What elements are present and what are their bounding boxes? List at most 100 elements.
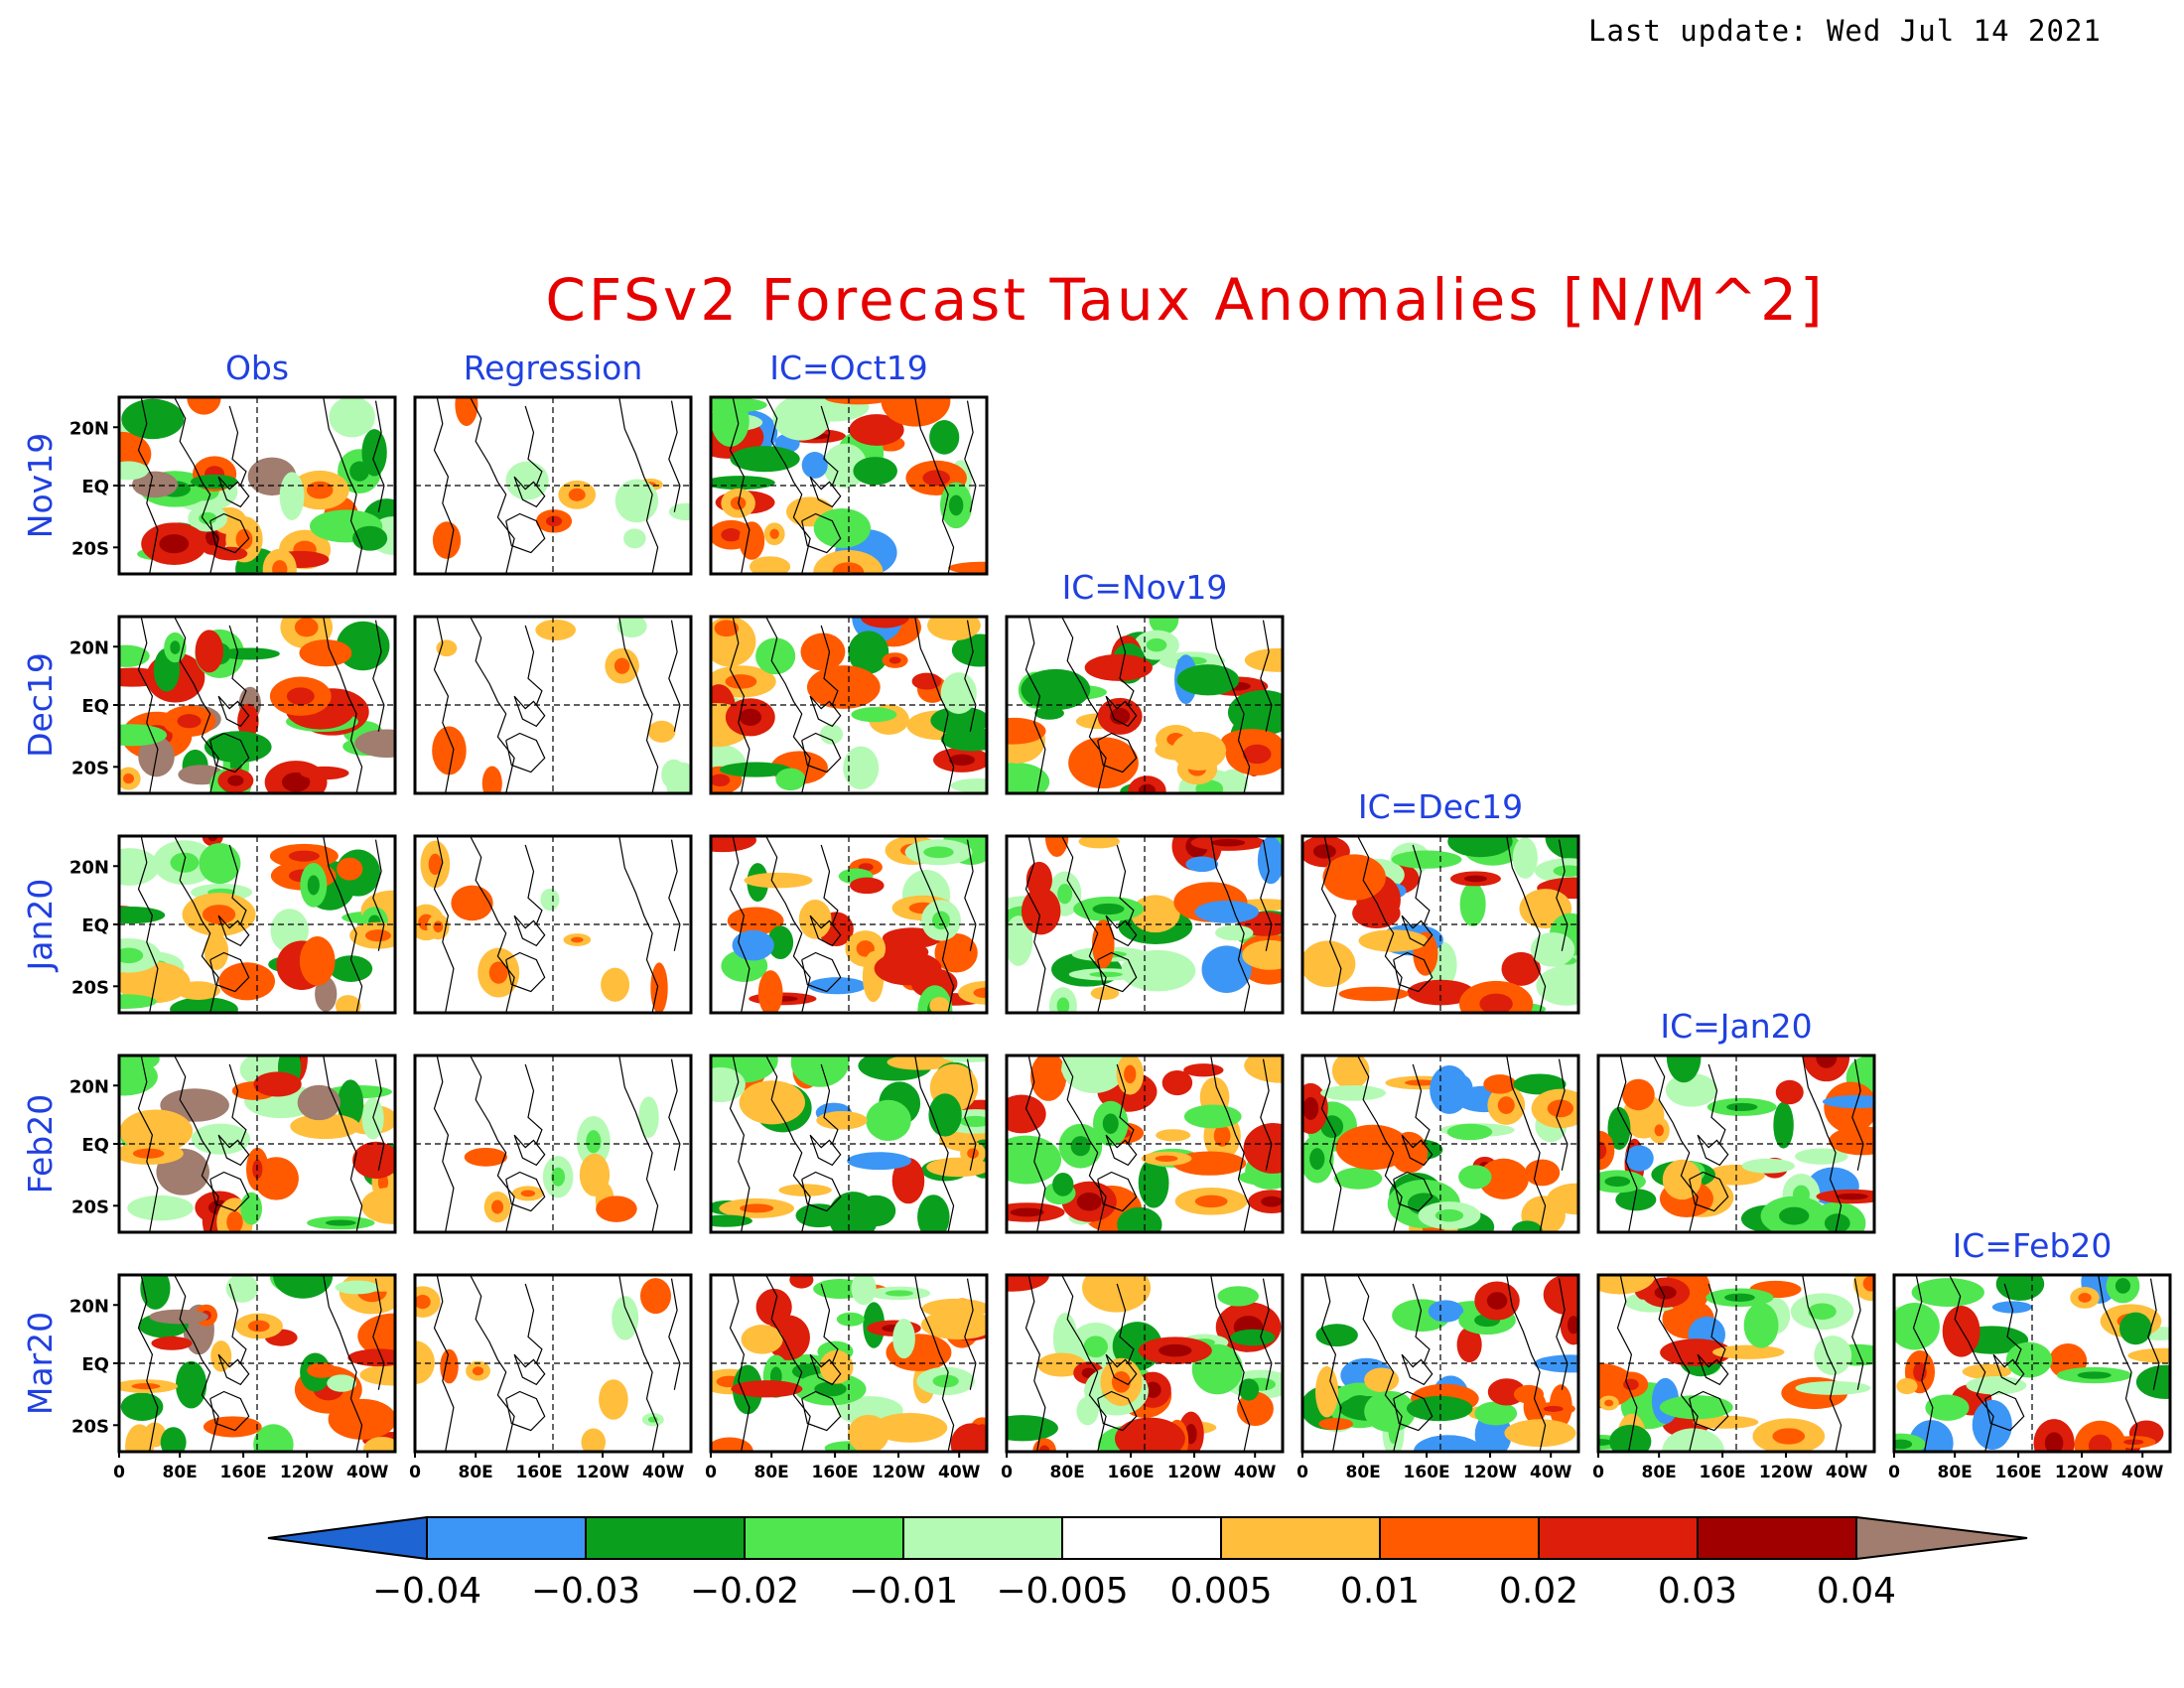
- anomaly-region: [1364, 1367, 1400, 1393]
- anomaly-region: [481, 766, 502, 793]
- colorbar-bin: [1538, 1516, 1699, 1560]
- coastline: [729, 397, 751, 574]
- anomaly-region: [929, 420, 960, 455]
- lon-tick-label: 40W: [346, 1463, 389, 1482]
- anomaly-region: [929, 997, 950, 1013]
- anomaly-region: [1352, 898, 1401, 929]
- lon-tick-label: 40W: [938, 1463, 981, 1482]
- anomaly-region: [772, 397, 831, 441]
- coastline: [820, 1283, 839, 1364]
- anomaly-region: [415, 1340, 435, 1384]
- coastline: [1097, 1390, 1138, 1432]
- coastline: [217, 1353, 250, 1386]
- anomaly-region: [1536, 965, 1578, 1006]
- anomaly-region: [1007, 717, 1046, 745]
- coastline: [217, 476, 250, 508]
- anomaly-region: [1115, 1417, 1185, 1452]
- anomaly-region: [1364, 1390, 1416, 1433]
- coastline: [1556, 1278, 1569, 1390]
- anomaly-region: [744, 872, 813, 889]
- anomaly-region: [1007, 1275, 1049, 1292]
- map-panel: [709, 615, 989, 795]
- column-label: Obs: [225, 349, 289, 387]
- panel-frame: [413, 395, 693, 576]
- anomaly-region: [1090, 986, 1120, 1001]
- panel-frame: [1892, 1273, 2172, 1454]
- map-panel: [1005, 615, 1285, 795]
- anomaly-region: [253, 1071, 302, 1097]
- anomaly-region: [757, 970, 783, 1013]
- anomaly-region: [361, 429, 387, 477]
- anomaly-region: [1334, 1167, 1383, 1190]
- anomaly-region: [253, 1424, 294, 1452]
- lon-tick-label: 0: [705, 1463, 717, 1482]
- anomaly-region: [273, 1275, 334, 1299]
- column-label: IC=Dec19: [1358, 787, 1523, 826]
- coastline: [524, 405, 543, 487]
- anomaly-region: [1156, 1129, 1191, 1142]
- coastline: [1097, 732, 1138, 774]
- colorbar-label: 0.005: [1169, 1571, 1272, 1612]
- anomaly-region: [315, 976, 338, 1012]
- anomaly-region: [739, 1080, 806, 1125]
- anomaly-region: [789, 1275, 814, 1289]
- coastline: [1260, 1278, 1273, 1390]
- anomaly-region: [237, 703, 259, 740]
- coastline: [433, 1055, 455, 1232]
- anomaly-region: [1242, 939, 1283, 970]
- coastline: [729, 836, 751, 1013]
- anomaly-region: [1007, 915, 1033, 966]
- map-panel: 20N EQ 20S: [69, 395, 397, 576]
- lon-tick-label: 120W: [1167, 1463, 1221, 1482]
- coastline: [433, 397, 455, 574]
- map-panel: 0 80E 160E 120W 40W: [409, 1273, 693, 1482]
- anomaly-region: [958, 981, 987, 1005]
- anomaly-region: [807, 977, 867, 995]
- coastline: [228, 1063, 247, 1145]
- anomaly-region: [191, 1123, 251, 1155]
- coastline: [209, 732, 250, 774]
- map-panel: 0 80E 160E 120W 40W: [705, 1273, 989, 1482]
- panel-frame: [1596, 1273, 1876, 1454]
- map-panel: 20N EQ 20S: [69, 834, 397, 1015]
- coastline: [137, 617, 159, 793]
- anomaly-region: [927, 617, 981, 641]
- anomaly-region: [1183, 1104, 1242, 1129]
- anomaly-region: [1504, 1419, 1576, 1448]
- anomaly-region: [1896, 1377, 1918, 1395]
- row-label: Dec19: [21, 652, 60, 758]
- coastline: [2003, 1283, 2022, 1364]
- coastline: [513, 695, 546, 728]
- anomaly-region: [1925, 1394, 1970, 1421]
- anomaly-region: [800, 633, 846, 671]
- anomaly-region: [119, 724, 168, 747]
- map-panel: 0 80E 160E 120W 40W: [1297, 1273, 1580, 1482]
- anomaly-region: [1814, 1336, 1852, 1376]
- colorbar-label: −0.005: [996, 1571, 1128, 1612]
- anomaly-region: [299, 639, 352, 667]
- anomaly-region: [119, 848, 160, 886]
- anomaly-region: [1459, 882, 1486, 926]
- map-panel: 0 80E 160E 120W 40W: [1001, 1273, 1285, 1482]
- lat-tick-label: 20N: [69, 1296, 109, 1317]
- anomaly-region: [1194, 900, 1260, 923]
- anomaly-region: [1230, 1329, 1276, 1346]
- coastline: [1616, 1275, 1638, 1452]
- anomaly-region: [240, 1192, 263, 1225]
- anomaly-region: [1447, 836, 1513, 858]
- lat-tick-label: 20N: [69, 1076, 109, 1097]
- lon-tick-label: 160E: [516, 1463, 563, 1482]
- anomaly-region: [1803, 1055, 1850, 1082]
- anomaly-region: [170, 997, 238, 1013]
- anomaly-region: [1483, 1074, 1517, 1094]
- anomaly-region: [872, 1412, 948, 1443]
- anomaly-region: [891, 1158, 925, 1204]
- anomaly-region: [1995, 1275, 2045, 1301]
- coastline: [801, 1171, 842, 1212]
- anomaly-region: [299, 936, 336, 986]
- anomaly-region: [795, 1203, 843, 1228]
- anomaly-region: [1524, 1159, 1561, 1187]
- anomaly-region: [1082, 1275, 1152, 1313]
- coastline: [964, 400, 977, 512]
- anomaly-region: [1693, 1415, 1759, 1429]
